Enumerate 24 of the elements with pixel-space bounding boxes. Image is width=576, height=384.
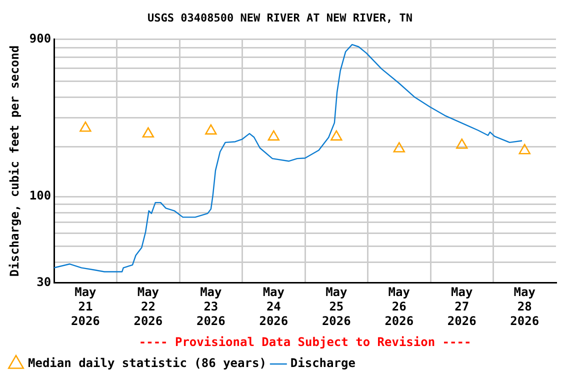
y-tick-label: 30 bbox=[36, 274, 52, 289]
x-tick-label: May 22 2026 bbox=[134, 285, 163, 328]
x-tick-label: May 23 2026 bbox=[196, 285, 226, 328]
point bbox=[80, 121, 92, 132]
point bbox=[268, 130, 280, 141]
text: ---- Provisional Data Subject to Revision ---- bbox=[138, 335, 472, 350]
point bbox=[142, 127, 154, 138]
point bbox=[393, 142, 405, 152]
point bbox=[518, 144, 530, 154]
x-tick-label: May 28 2026 bbox=[510, 285, 540, 328]
x-tick-label: May 27 2026 bbox=[447, 285, 476, 328]
x-tick-label: May 21 2026 bbox=[70, 285, 100, 328]
x-tick-label: May 25 2026 bbox=[322, 285, 351, 328]
x-tick-label: May 24 2026 bbox=[259, 285, 288, 328]
point bbox=[205, 124, 217, 135]
chart-title: USGS 03408500 NEW RIVER AT NEW RIVER, TN bbox=[148, 11, 412, 24]
legend-label: Discharge bbox=[290, 356, 356, 370]
y-tick-label: 100 bbox=[29, 188, 52, 203]
point bbox=[456, 138, 468, 149]
x-tick-label: May 26 2026 bbox=[384, 285, 414, 328]
y-axis-title: Discharge, cubic feet per second bbox=[7, 45, 22, 277]
y-tick-label: 900 bbox=[29, 31, 52, 46]
legend-label: Median daily statistic (86 years) bbox=[28, 356, 266, 370]
point bbox=[330, 130, 342, 141]
